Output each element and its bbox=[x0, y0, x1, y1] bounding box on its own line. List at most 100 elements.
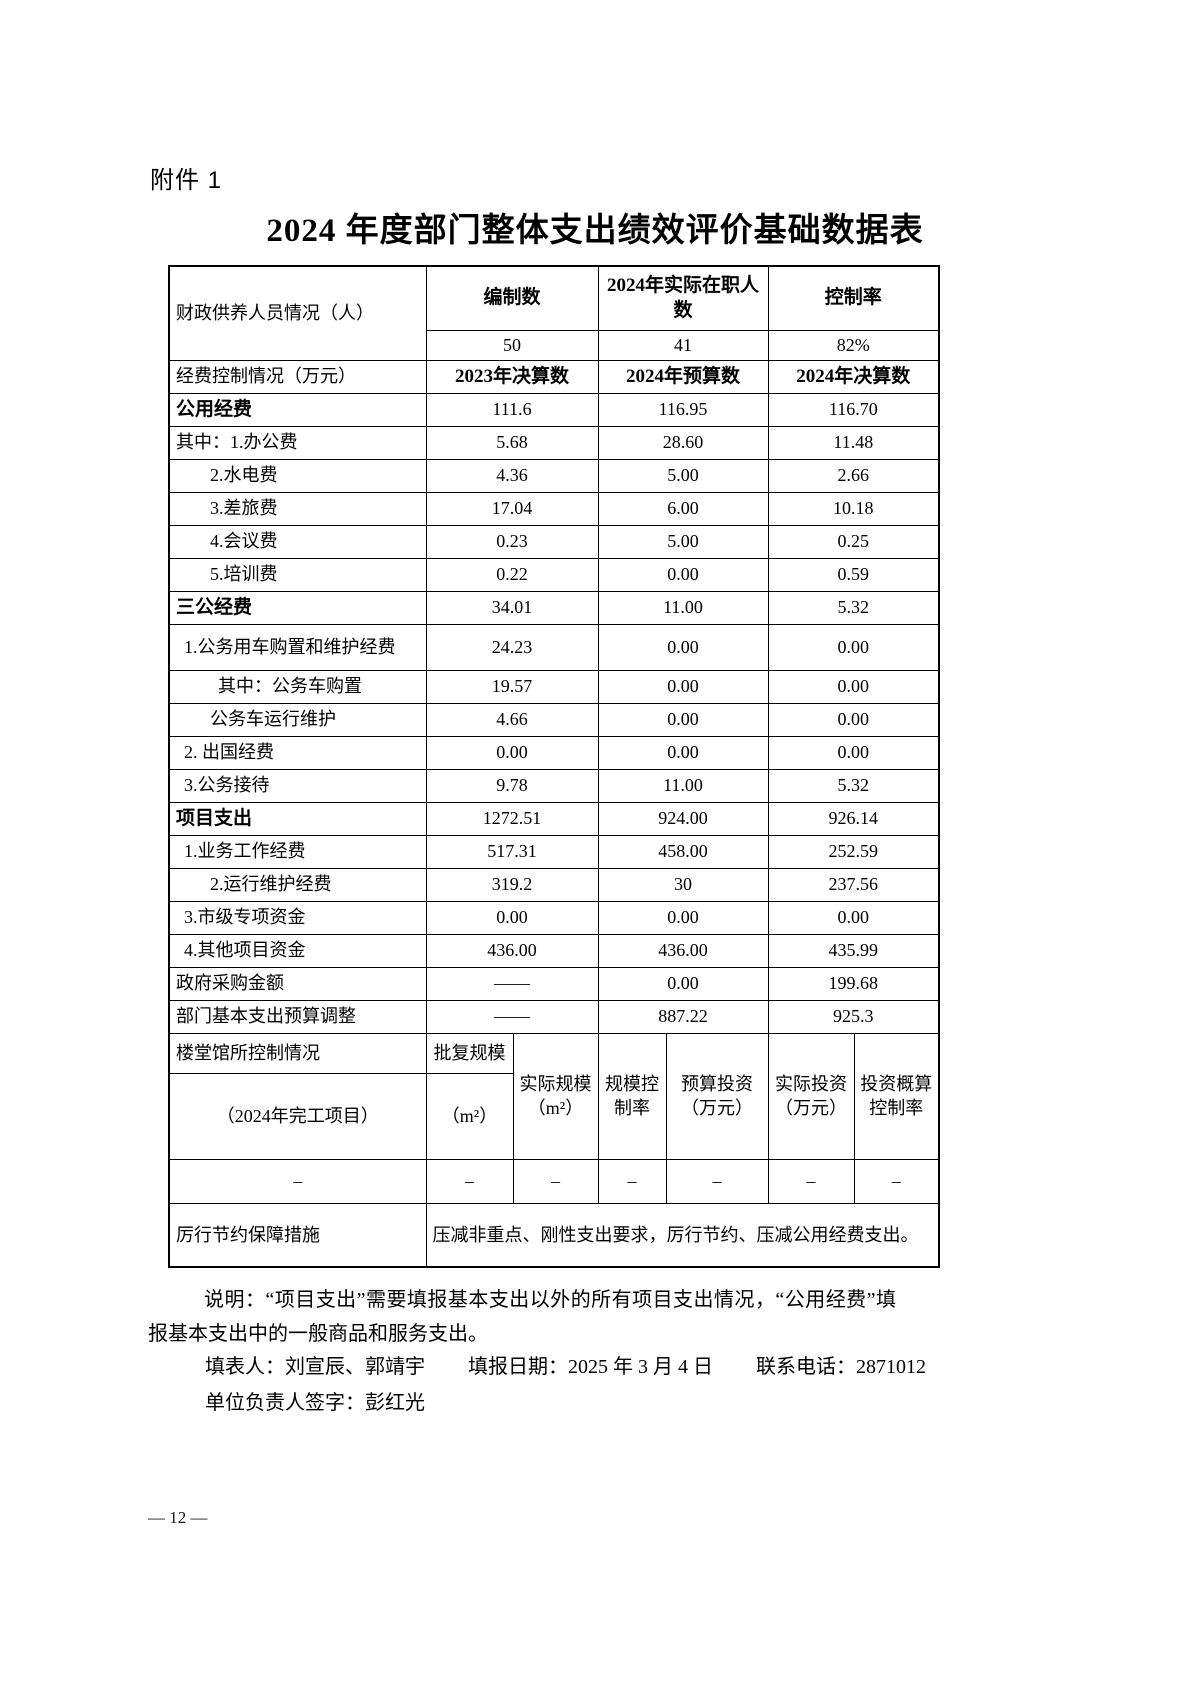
row-value: 0.00 bbox=[767, 623, 940, 671]
row-value: 0.00 bbox=[597, 966, 769, 1001]
row-label: 其中：1.办公费 bbox=[168, 425, 427, 460]
row-value: 0.00 bbox=[425, 900, 599, 935]
actual-investment-header: 实际投资（万元） bbox=[767, 1032, 855, 1160]
basic-data-table: 财政供养人员情况（人） 编制数 2024年实际在职人数 控制率 50 41 82… bbox=[168, 265, 941, 1268]
form-filler-line: 填表人：刘宣辰、郭靖宇 填报日期：2025 年 3 月 4 日 联系电话：287… bbox=[205, 1350, 964, 1379]
row-value: 0.00 bbox=[425, 735, 599, 770]
row-value: 237.56 bbox=[767, 867, 940, 902]
row-value: 4.36 bbox=[425, 458, 599, 493]
row-value: 252.59 bbox=[767, 834, 940, 869]
row-value: 111.6 bbox=[425, 392, 599, 427]
attachment-label: 附件 1 bbox=[150, 167, 223, 194]
actual-count-value: 41 bbox=[597, 329, 769, 361]
row-value: 5.68 bbox=[425, 425, 599, 460]
row-value: 19.57 bbox=[425, 669, 599, 704]
row-value: 11.00 bbox=[597, 768, 769, 803]
row-value: 0.00 bbox=[767, 669, 940, 704]
row-value: 0.00 bbox=[597, 669, 769, 704]
table-row: 政府采购金额 —— 0.00 199.68 bbox=[168, 966, 940, 1001]
dash-cell: – bbox=[425, 1158, 514, 1204]
row-value: 0.00 bbox=[597, 702, 769, 737]
row-label: 部门基本支出预算调整 bbox=[168, 999, 427, 1034]
budget-investment-header: 预算投资（万元） bbox=[665, 1032, 769, 1160]
row-label: 项目支出 bbox=[168, 801, 427, 836]
row-value: 116.70 bbox=[767, 392, 940, 427]
table-row: 1.公务用车购置和维护经费 24.23 0.00 0.00 bbox=[168, 623, 940, 671]
approved-scale-unit: （m²） bbox=[425, 1072, 514, 1160]
row-label: 公用经费 bbox=[168, 392, 427, 427]
row-value: 2.66 bbox=[767, 458, 940, 493]
header-2023-final: 2023年决算数 bbox=[425, 359, 599, 394]
table-row: 公务车运行维护 4.66 0.00 0.00 bbox=[168, 702, 940, 737]
building-control-subheader-row: （2024年完工项目） （m²） bbox=[168, 1072, 939, 1160]
row-value: 5.32 bbox=[767, 768, 940, 803]
row-value: 11.48 bbox=[767, 425, 940, 460]
table-row: 5.培训费 0.22 0.00 0.59 bbox=[168, 557, 940, 592]
dash-cell: – bbox=[767, 1158, 855, 1204]
table-row: 1.业务工作经费 517.31 458.00 252.59 bbox=[168, 834, 940, 869]
approved-scale-header: 批复规模 bbox=[425, 1032, 514, 1074]
row-value: 924.00 bbox=[597, 801, 769, 836]
row-value: 30 bbox=[597, 867, 769, 902]
row-value: 517.31 bbox=[425, 834, 599, 869]
header-actual-count: 2024年实际在职人数 bbox=[597, 265, 769, 331]
row-value: 10.18 bbox=[767, 491, 940, 526]
expense-control-label: 经费控制情况（万元） bbox=[168, 359, 427, 394]
table-row: 其中：公务车购置 19.57 0.00 0.00 bbox=[168, 669, 940, 704]
header-authorized-count: 编制数 bbox=[425, 265, 599, 331]
row-value: 925.3 bbox=[767, 999, 940, 1034]
header-2024-final: 2024年决算数 bbox=[767, 359, 940, 394]
row-label: 4.其他项目资金 bbox=[168, 933, 427, 968]
table-row: 4.会议费 0.23 5.00 0.25 bbox=[168, 524, 940, 559]
row-value: 6.00 bbox=[597, 491, 769, 526]
building-control-values-row: – – – – – – – bbox=[168, 1158, 940, 1204]
row-value: 4.66 bbox=[425, 702, 599, 737]
completed-projects-label: （2024年完工项目） bbox=[168, 1072, 427, 1160]
dash-cell: – bbox=[512, 1158, 599, 1204]
scale-control-rate-header: 规模控制率 bbox=[597, 1032, 667, 1160]
row-value: 9.78 bbox=[425, 768, 599, 803]
row-value: 0.00 bbox=[597, 623, 769, 671]
row-value: 0.00 bbox=[767, 900, 940, 935]
filler-name: 填表人：刘宣辰、郭靖宇 bbox=[205, 1356, 425, 1378]
authorized-count-value: 50 bbox=[425, 329, 599, 361]
table-row: 2.水电费 4.36 5.00 2.66 bbox=[168, 458, 940, 493]
row-value: 0.00 bbox=[597, 557, 769, 592]
row-label: 3.公务接待 bbox=[168, 768, 427, 803]
row-label: 3.市级专项资金 bbox=[168, 900, 427, 935]
page-number: — 12 — bbox=[148, 1508, 208, 1527]
thrift-measures-value: 压减非重点、刚性支出要求，厉行节约、压减公用经费支出。 bbox=[425, 1202, 940, 1268]
row-value: 0.00 bbox=[767, 702, 940, 737]
row-label: 2. 出国经费 bbox=[168, 735, 427, 770]
row-label: 2.运行维护经费 bbox=[168, 867, 427, 902]
personnel-values-row: 50 41 82% bbox=[169, 329, 940, 361]
row-value: 458.00 bbox=[597, 834, 769, 869]
row-value: 926.14 bbox=[767, 801, 940, 836]
row-value: 0.00 bbox=[597, 735, 769, 770]
table-row: 4.其他项目资金 436.00 436.00 435.99 bbox=[168, 933, 940, 968]
row-label: 1.公务用车购置和维护经费 bbox=[168, 623, 427, 671]
row-label: 2.水电费 bbox=[168, 458, 427, 493]
header-control-rate: 控制率 bbox=[767, 265, 940, 331]
row-label: 5.培训费 bbox=[168, 557, 427, 592]
row-value: 887.22 bbox=[597, 999, 769, 1034]
personnel-label: 财政供养人员情况（人） bbox=[168, 265, 427, 361]
row-value: 0.25 bbox=[767, 524, 940, 559]
dash-cell: – bbox=[597, 1158, 667, 1204]
row-value: —— bbox=[425, 966, 599, 1001]
row-value: 0.00 bbox=[767, 735, 940, 770]
row-value: 0.23 bbox=[425, 524, 599, 559]
row-value: 116.95 bbox=[597, 392, 769, 427]
row-value: 5.32 bbox=[767, 590, 940, 625]
table-row: 2. 出国经费 0.00 0.00 0.00 bbox=[168, 735, 940, 770]
table-row: 项目支出 1272.51 924.00 926.14 bbox=[168, 801, 940, 836]
expense-header-row: 经费控制情况（万元） 2023年决算数 2024年预算数 2024年决算数 bbox=[168, 359, 940, 394]
table-row: 2.运行维护经费 319.2 30 237.56 bbox=[168, 867, 940, 902]
row-value: 436.00 bbox=[597, 933, 769, 968]
notes-description: 说明：“项目支出”需要填报基本支出以外的所有项目支出情况，“公用经费”填报基本支… bbox=[148, 1289, 896, 1345]
row-value: 5.00 bbox=[597, 524, 769, 559]
row-label: 3.差旅费 bbox=[168, 491, 427, 526]
row-value: 199.68 bbox=[767, 966, 940, 1001]
page-title: 2024 年度部门整体支出绩效评价基础数据表 bbox=[266, 213, 924, 249]
